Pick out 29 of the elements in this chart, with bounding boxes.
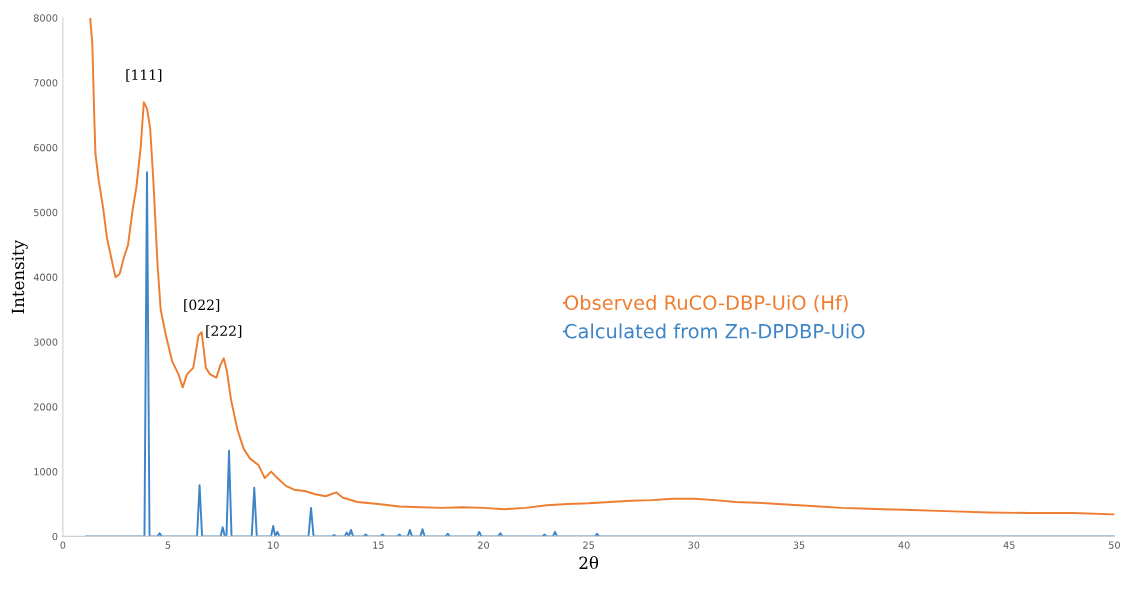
x-tick-label: 0 [60, 541, 66, 549]
y-tick-label: 4000 [33, 273, 58, 281]
y-tick-label: 3000 [34, 338, 58, 346]
legend-label: Observed RuCO-DBP-UiO (Hf) [565, 294, 848, 313]
y-tick-label: 0 [52, 532, 58, 541]
x-axis-title: 2θ [579, 556, 599, 570]
x-tick-label: 45 [1003, 541, 1015, 549]
x-tick-label: 5 [165, 541, 171, 549]
y-tick-label: 5000 [34, 208, 58, 217]
y-axis-title: Intensity [11, 239, 28, 314]
x-tick-label: 10 [268, 541, 279, 549]
x-tick-label: 15 [373, 541, 384, 549]
y-tick-label: 7000 [34, 79, 58, 87]
x-tick-label: 35 [793, 541, 805, 549]
x-tick-label: 20 [478, 541, 490, 549]
x-tick-label: 25 [583, 541, 594, 549]
x-tick-label: 40 [898, 541, 910, 549]
line-series [85, 171, 1115, 537]
line-series [89, 17, 1115, 516]
y-tick-label: 8000 [33, 14, 58, 22]
y-tick-label: 1000 [34, 468, 58, 476]
annotation: [222] [206, 325, 242, 338]
annotation: [111] [126, 69, 162, 82]
x-tick-label: 30 [688, 541, 700, 549]
y-tick-label: 6000 [33, 143, 58, 152]
legend-label: Calculated from Zn-DPDBP-UiO [565, 323, 865, 339]
y-tick-label: 2000 [33, 403, 58, 411]
x-tick-label: 50 [1108, 541, 1120, 549]
annotation: [022] [184, 299, 220, 312]
